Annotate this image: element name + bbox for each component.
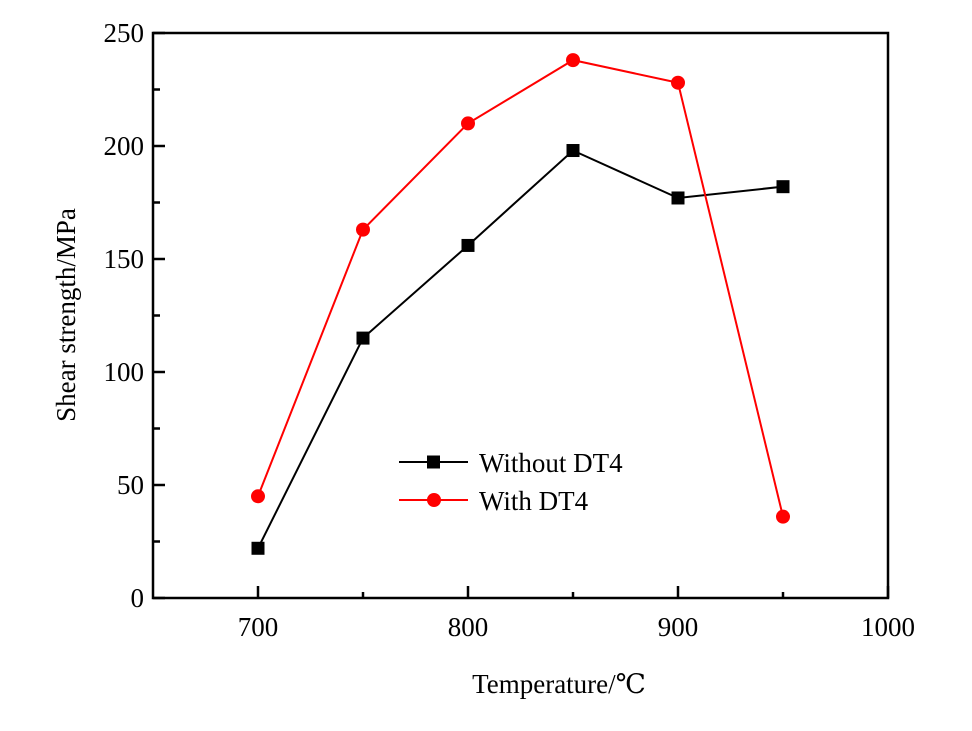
legend: Without DT4 With DT4 bbox=[399, 448, 623, 516]
data-point bbox=[356, 222, 370, 237]
legend-label: With DT4 bbox=[479, 486, 589, 516]
y-tick-label: 50 bbox=[117, 470, 144, 500]
y-tick-label: 150 bbox=[104, 244, 145, 274]
legend-item: With DT4 bbox=[399, 486, 589, 516]
x-axis-label: Temperature/℃ bbox=[472, 669, 646, 699]
legend-marker bbox=[427, 455, 440, 469]
y-tick-label: 100 bbox=[104, 357, 145, 387]
y-tick-label: 200 bbox=[104, 131, 145, 161]
data-point bbox=[776, 509, 790, 524]
y-tick-label: 0 bbox=[131, 583, 145, 613]
data-point bbox=[356, 331, 370, 345]
data-point bbox=[776, 180, 790, 194]
data-point bbox=[566, 53, 580, 68]
legend-item: Without DT4 bbox=[399, 448, 623, 478]
data-point bbox=[671, 191, 685, 205]
x-tick-label: 800 bbox=[448, 612, 489, 642]
legend-label: Without DT4 bbox=[479, 448, 623, 478]
data-point bbox=[251, 489, 265, 504]
y-tick-label: 250 bbox=[104, 18, 145, 48]
series-line bbox=[257, 59, 784, 517]
data-point bbox=[566, 144, 580, 158]
data-point bbox=[461, 238, 475, 252]
legend-marker bbox=[427, 493, 441, 507]
axes: 700 800 900 1000 0 50 100 150 200 250 bbox=[104, 18, 916, 642]
series-line bbox=[257, 149, 784, 549]
data-point bbox=[671, 75, 685, 90]
x-tick-label: 1000 bbox=[861, 612, 915, 642]
series-with-dt4 bbox=[251, 53, 790, 524]
series-without-dt4 bbox=[251, 144, 790, 555]
y-axis-label: Shear strength/MPa bbox=[51, 208, 81, 422]
x-tick-label: 700 bbox=[238, 612, 279, 642]
series-layer bbox=[251, 53, 790, 555]
data-point bbox=[461, 116, 475, 131]
x-tick-label: 900 bbox=[658, 612, 699, 642]
data-point bbox=[251, 541, 265, 555]
